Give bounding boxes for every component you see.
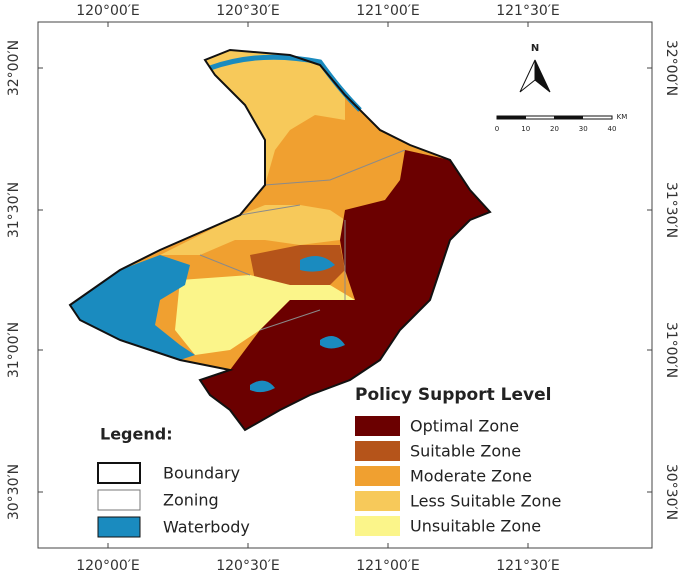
latitude-label: 32°00′N (663, 40, 679, 96)
legend-swatch (97, 516, 141, 538)
latitude-label: 31°30′N (663, 182, 679, 238)
policy-label: Less Suitable Zone (410, 492, 561, 511)
policy-swatch (355, 441, 400, 461)
scale-label: 10 (521, 125, 530, 133)
unsuitable-zone (175, 275, 355, 355)
policy-label: Unsuitable Zone (410, 517, 541, 536)
zoning-line (199, 149, 406, 331)
scale-label: 30 (579, 125, 588, 133)
legend-swatch (97, 462, 141, 484)
legend: Legend: Boundary Zoning Waterbody (97, 425, 250, 538)
longitude-label: 121°30′E (496, 558, 560, 574)
longitude-label: 121°00′E (356, 558, 420, 574)
latitude-label: 31°30′N (6, 182, 22, 238)
policy-legend-title: Policy Support Level (355, 385, 551, 405)
map-regions (68, 48, 492, 432)
latitude-label: 30°30′N (663, 464, 679, 520)
longitude-label: 120°30′E (216, 3, 280, 19)
policy-swatch (355, 491, 400, 511)
north-label: N (531, 43, 539, 54)
policy-swatch (355, 416, 400, 436)
waterbody (70, 255, 195, 360)
legend-swatch (97, 489, 141, 511)
policy-label: Optimal Zone (410, 417, 519, 436)
arrow-right (534, 59, 551, 93)
longitude-label: 121°30′E (496, 3, 560, 19)
less-suitable-zone (160, 205, 345, 255)
north-arrow: N (519, 43, 551, 93)
scale-bar: KM 0 10 20 30 40 (495, 113, 628, 133)
optimal-zone (200, 150, 490, 430)
less-suitable-zone (205, 50, 345, 185)
policy-swatch (355, 466, 400, 486)
legend-label: Waterbody (163, 518, 250, 537)
latitude-label: 32°00′N (6, 40, 22, 96)
legend-title: Legend: (100, 425, 173, 444)
latitude-label: 31°00′N (663, 322, 679, 378)
policy-label: Suitable Zone (410, 442, 521, 461)
suitable-zone (250, 245, 345, 285)
policy-label: Moderate Zone (410, 467, 532, 486)
scale-label: 20 (550, 125, 559, 133)
scale-label: 40 (608, 125, 617, 133)
scale-bar-segment (554, 116, 583, 119)
longitude-label: 120°00′E (76, 3, 140, 19)
longitude-label: 121°00′E (356, 3, 420, 19)
longitude-label: 120°00′E (76, 558, 140, 574)
latitude-label: 31°00′N (6, 322, 22, 378)
scale-bar-segment (497, 116, 526, 119)
scale-unit: KM (617, 113, 628, 121)
legend-label: Zoning (163, 491, 219, 510)
latitude-label: 30°30′N (6, 464, 22, 520)
legend-label: Boundary (163, 464, 240, 483)
longitude-label: 120°30′E (216, 558, 280, 574)
policy-swatch (355, 516, 400, 536)
scale-label: 0 (495, 125, 499, 133)
boundary (68, 48, 492, 432)
